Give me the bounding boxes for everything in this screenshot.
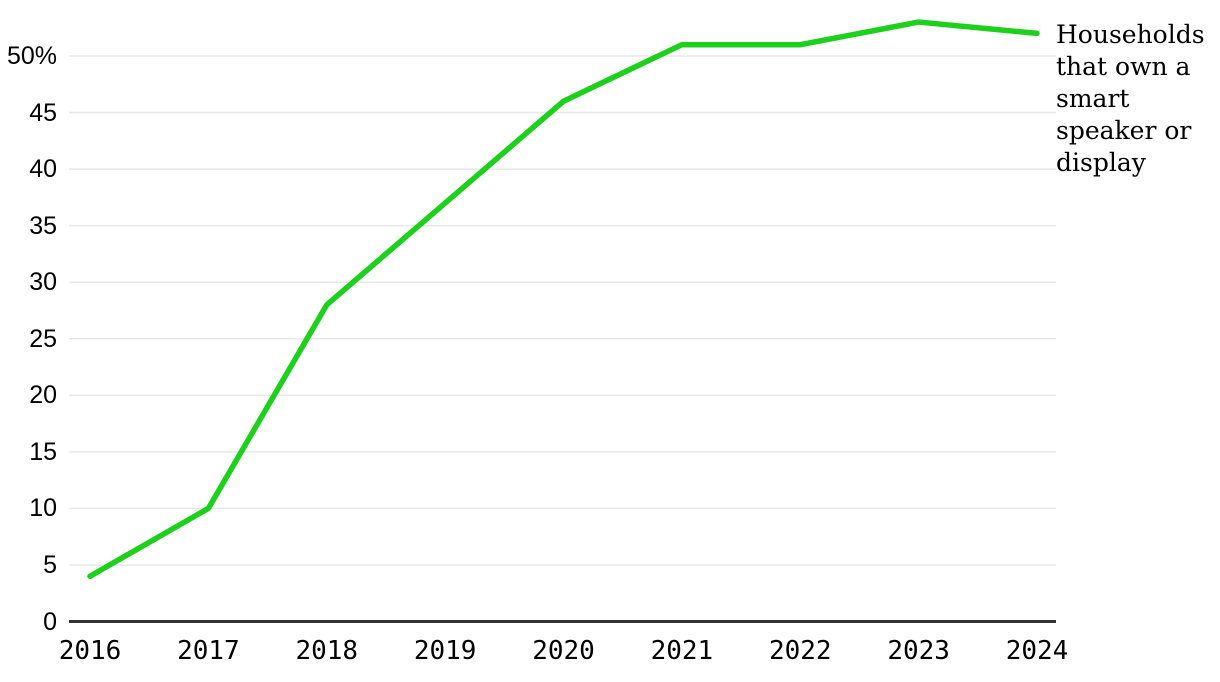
- x-tick-label: 2016: [58, 636, 122, 666]
- x-tick-label: 2021: [650, 636, 714, 666]
- y-tick-label: 20: [29, 381, 57, 410]
- series-line: [87, 19, 1040, 580]
- y-tick-label: 15: [29, 437, 57, 466]
- y-tick-label: 10: [29, 494, 57, 523]
- y-tick-label: 40: [29, 155, 57, 184]
- y-tick-label: 50%: [6, 42, 57, 70]
- y-tick-label: 35: [29, 211, 57, 240]
- y-tick-label: 30: [29, 268, 57, 297]
- x-tick-label: 2022: [768, 636, 832, 666]
- x-tick-label: 2019: [413, 636, 477, 666]
- y-tick-label: 0: [43, 607, 57, 636]
- x-tick-label: 2018: [295, 636, 359, 666]
- x-tick-label: 2020: [532, 636, 595, 666]
- x-tick-label: 2017: [177, 636, 240, 666]
- y-tick-label: 45: [29, 98, 57, 127]
- series-legend-label: Households that own a smart speaker or d…: [1056, 20, 1205, 177]
- y-tick-label: 25: [29, 324, 57, 353]
- x-tick-label: 2023: [887, 636, 950, 666]
- y-tick-label: 5: [43, 550, 57, 579]
- x-tick-label: 2024: [1005, 636, 1069, 666]
